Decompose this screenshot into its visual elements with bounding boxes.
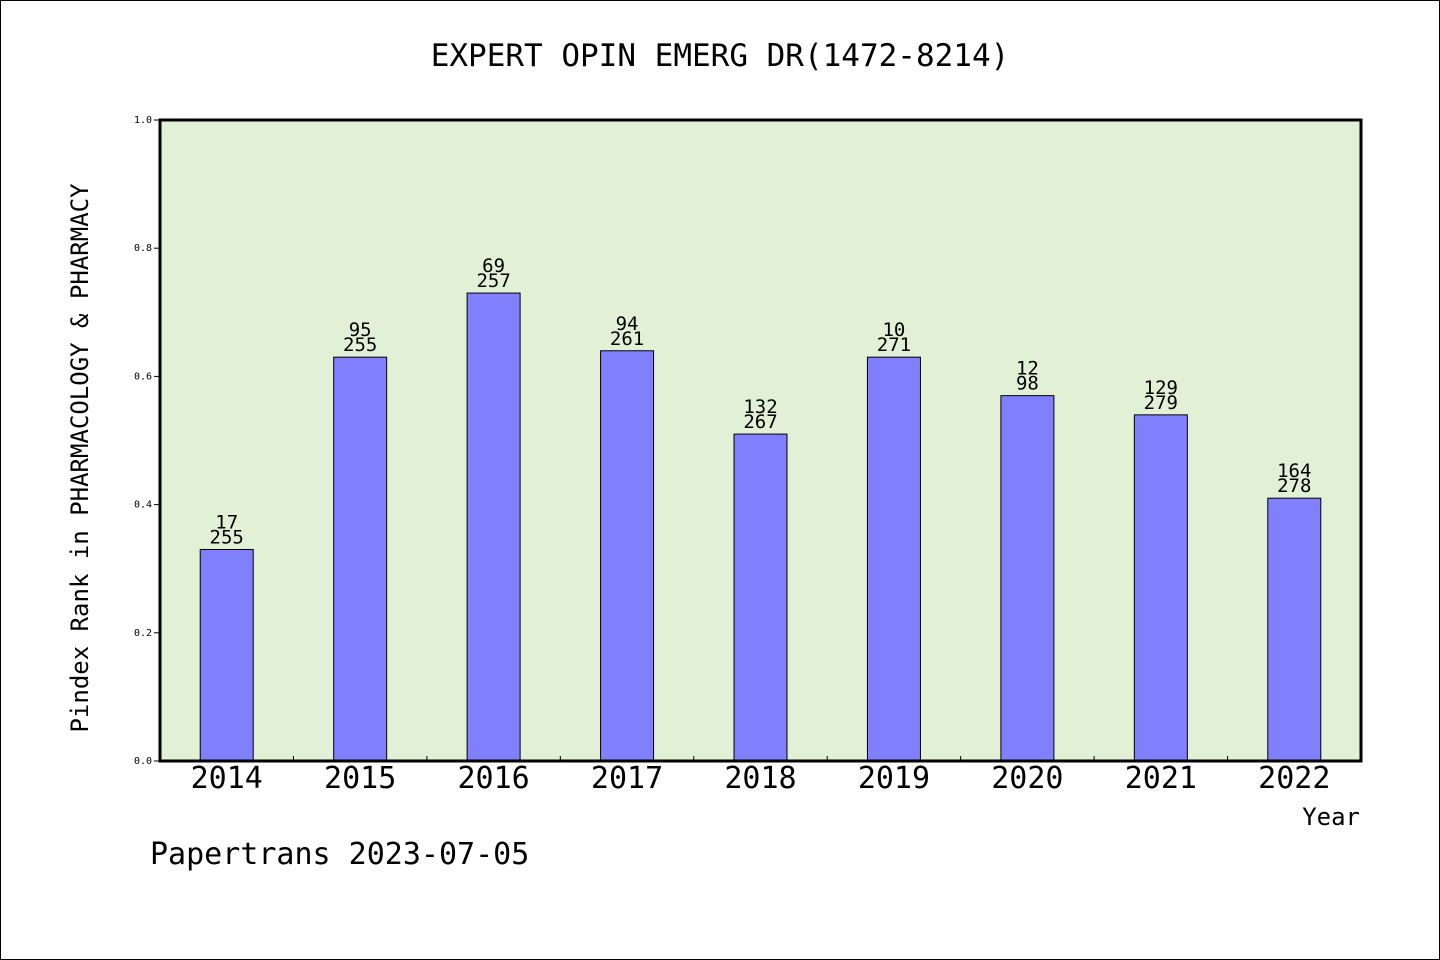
- x-tick-label: 2018: [724, 761, 796, 796]
- total-label: 257: [476, 270, 510, 292]
- bar-2022: [1267, 497, 1322, 762]
- total-label: 98: [1016, 373, 1039, 395]
- rank-label: 132: [743, 396, 777, 418]
- total-label: 261: [610, 328, 644, 350]
- total-label: 279: [1144, 392, 1178, 414]
- rank-label: 129: [1144, 377, 1178, 399]
- bar-2014: [199, 548, 254, 762]
- bar-2016: [466, 292, 521, 762]
- rank-label: 95: [349, 319, 372, 341]
- y-tick-label: 0.0: [134, 756, 152, 767]
- rank-label: 12: [1016, 358, 1039, 380]
- y-tick-label: 0.4: [134, 500, 152, 511]
- rank-label: 10: [882, 319, 905, 341]
- x-tick-label: 2022: [1258, 761, 1330, 796]
- y-axis-label: Pindex Rank in PHARMACOLOGY & PHARMACY: [66, 183, 94, 733]
- chart-title: EXPERT OPIN EMERG DR(1472-8214): [431, 38, 1010, 74]
- total-label: 255: [343, 334, 377, 356]
- footer-credit: Papertrans 2023-07-05: [150, 837, 529, 872]
- y-tick-label: 0.8: [134, 243, 152, 254]
- rank-label: 17: [215, 511, 238, 533]
- rank-label: 164: [1277, 460, 1311, 482]
- total-label: 267: [743, 411, 777, 433]
- x-tick-label: 2020: [991, 761, 1063, 796]
- bar-2018: [733, 433, 788, 762]
- bar-2015: [333, 356, 388, 762]
- x-tick-label: 2021: [1125, 761, 1197, 796]
- total-label: 255: [210, 526, 244, 548]
- x-tick-label: 2015: [324, 761, 396, 796]
- x-tick-label: 2019: [858, 761, 930, 796]
- total-label: 278: [1277, 475, 1311, 497]
- x-axis-label: Year: [1302, 803, 1360, 831]
- x-tick-label: 2016: [457, 761, 529, 796]
- y-tick-label: 1.0: [134, 115, 152, 126]
- rank-label: 69: [482, 255, 505, 277]
- total-label: 271: [877, 334, 911, 356]
- x-tick-label: 2014: [191, 761, 263, 796]
- rank-label: 94: [616, 313, 639, 335]
- plot-border: [158, 118, 1363, 763]
- bar-2021: [1133, 414, 1188, 762]
- y-tick-label: 0.2: [134, 628, 152, 639]
- y-tick-label: 0.6: [134, 371, 152, 382]
- bar-2020: [1000, 395, 1055, 762]
- x-axis-ticks: 2014 2015 2016 2017 2018 2019 2020 2021 2022: [191, 756, 1330, 796]
- bars-group: [199, 292, 1322, 762]
- x-tick-label: 2017: [591, 761, 663, 796]
- bar-2019: [866, 356, 921, 762]
- y-axis-ticks: 0.0 0.2 0.4 0.6 0.8 1.0: [134, 115, 160, 767]
- bar-2017: [600, 350, 655, 762]
